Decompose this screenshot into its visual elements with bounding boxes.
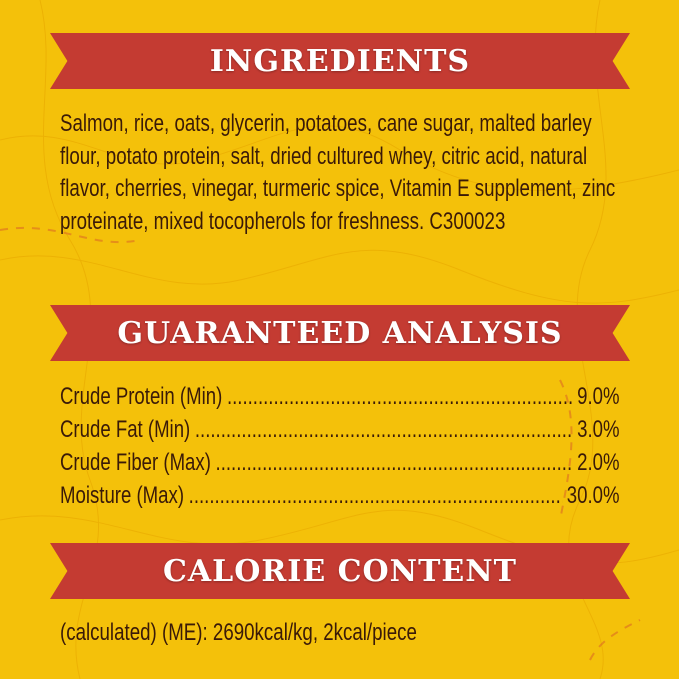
analysis-value: 9.0%	[577, 383, 620, 410]
calorie-title: CALORIE CONTENT	[162, 553, 518, 589]
leader-dots	[227, 383, 573, 413]
analysis-value: 2.0%	[577, 449, 620, 476]
ingredients-title: INGREDIENTS	[209, 43, 471, 79]
analysis-row: Crude Fat (Min) 3.0%	[60, 416, 620, 446]
leader-dots	[189, 482, 562, 512]
ingredients-text: Salmon, rice, oats, glycerin, potatoes, …	[60, 110, 616, 235]
analysis-row: Crude Fiber (Max) 2.0%	[60, 449, 620, 479]
analysis-label: Crude Fiber (Max)	[60, 449, 211, 476]
analysis-label: Moisture (Max)	[60, 482, 185, 509]
analysis-row: Moisture (Max) 30.0%	[60, 482, 620, 512]
analysis-label: Crude Protein (Min)	[60, 383, 223, 410]
ingredients-banner: INGREDIENTS	[50, 33, 630, 89]
analysis-row: Crude Protein (Min) 9.0%	[60, 383, 620, 413]
calorie-banner: CALORIE CONTENT	[50, 543, 630, 599]
leader-dots	[216, 449, 573, 479]
calorie-text: (calculated) (ME): 2690kcal/kg, 2kcal/pi…	[60, 619, 417, 646]
analysis-value: 30.0%	[566, 482, 620, 509]
leader-dots	[195, 416, 573, 446]
analysis-title: GUARANTEED ANALYSIS	[117, 315, 563, 351]
analysis-label: Crude Fat (Min)	[60, 416, 191, 443]
analysis-banner: GUARANTEED ANALYSIS	[50, 305, 630, 361]
analysis-value: 3.0%	[577, 416, 620, 443]
